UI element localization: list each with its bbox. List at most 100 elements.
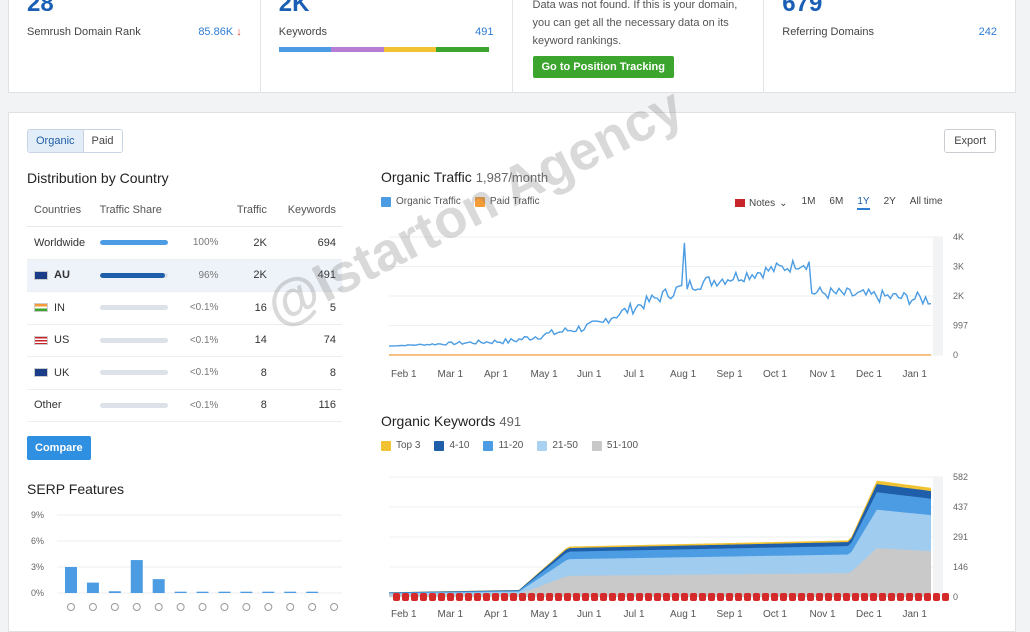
note-marker[interactable] [816, 593, 823, 601]
country-cell[interactable]: AU [27, 259, 93, 292]
organic-traffic-line[interactable] [388, 242, 932, 347]
note-marker[interactable] [933, 593, 940, 601]
note-marker[interactable] [492, 593, 499, 601]
legend-item[interactable]: Top 3 [381, 440, 420, 451]
note-marker[interactable] [654, 593, 661, 601]
note-marker[interactable] [411, 593, 418, 601]
note-marker[interactable] [573, 593, 580, 601]
note-marker[interactable] [789, 593, 796, 601]
note-marker[interactable] [564, 593, 571, 601]
traffic-value[interactable]: 14 [224, 324, 273, 357]
note-marker[interactable] [555, 593, 562, 601]
notes-dropdown[interactable]: Notes ⌄ [735, 198, 788, 209]
keywords-value[interactable]: 491 [272, 259, 342, 292]
serp-bar[interactable] [152, 579, 165, 593]
serp-bar[interactable] [108, 591, 121, 593]
table-row[interactable]: UK <0.1% 8 8 [27, 356, 342, 390]
legend-item[interactable]: 4-10 [434, 440, 469, 451]
traffic-value[interactable]: 8 [224, 389, 273, 422]
referring-domains-card[interactable]: 679 Referring Domains 242 [764, 0, 1015, 92]
note-marker[interactable] [519, 593, 526, 601]
legend-item[interactable]: 21-50 [537, 440, 578, 451]
compare-button[interactable]: Compare [27, 436, 91, 460]
keywords-value[interactable]: 491 [475, 26, 494, 38]
note-marker[interactable] [528, 593, 535, 601]
referring-value[interactable]: 242 [978, 26, 997, 38]
serp-bar[interactable] [130, 560, 143, 593]
serp-bar[interactable] [262, 591, 275, 593]
note-marker[interactable] [870, 593, 877, 601]
note-marker[interactable] [825, 593, 832, 601]
legend-item[interactable]: Organic Traffic [381, 196, 461, 207]
note-marker[interactable] [501, 593, 508, 601]
table-row[interactable]: IN <0.1% 16 5 [27, 291, 342, 325]
serp-bar[interactable] [284, 591, 297, 593]
note-marker[interactable] [483, 593, 490, 601]
go-to-position-tracking-button[interactable]: Go to Position Tracking [532, 56, 674, 78]
range-option[interactable]: All time [909, 196, 943, 207]
table-row[interactable]: US <0.1% 14 74 [27, 324, 342, 357]
note-marker[interactable] [798, 593, 805, 601]
note-marker[interactable] [600, 593, 607, 601]
note-marker[interactable] [429, 593, 436, 601]
serp-bar[interactable] [196, 591, 209, 593]
domain-rank-card[interactable]: 28 Semrush Domain Rank 85.86K ↓ [9, 0, 261, 92]
note-marker[interactable] [753, 593, 760, 601]
organic-tab[interactable]: Organic [28, 130, 84, 152]
keywords-card[interactable]: 2K Keywords 491 [261, 0, 513, 92]
note-marker[interactable] [537, 593, 544, 601]
country-cell[interactable]: Worldwide [27, 226, 93, 260]
note-marker[interactable] [807, 593, 814, 601]
note-marker[interactable] [663, 593, 670, 601]
range-option[interactable]: 2Y [883, 196, 896, 207]
serp-bar[interactable] [65, 567, 77, 593]
note-marker[interactable] [618, 593, 625, 601]
note-marker[interactable] [708, 593, 715, 601]
keywords-value[interactable]: 116 [272, 389, 342, 422]
note-marker[interactable] [456, 593, 463, 601]
note-marker[interactable] [762, 593, 769, 601]
note-marker[interactable] [861, 593, 868, 601]
note-marker[interactable] [843, 593, 850, 601]
note-marker[interactable] [627, 593, 634, 601]
note-marker[interactable] [879, 593, 886, 601]
table-row[interactable]: Other <0.1% 8 116 [27, 389, 342, 422]
note-marker[interactable] [888, 593, 895, 601]
note-marker[interactable] [717, 593, 724, 601]
note-marker[interactable] [834, 593, 841, 601]
keywords-value[interactable]: 8 [272, 356, 342, 390]
range-option[interactable]: 1M [801, 196, 816, 207]
note-marker[interactable] [672, 593, 679, 601]
note-marker[interactable] [744, 593, 751, 601]
note-marker[interactable] [924, 593, 931, 601]
note-marker[interactable] [726, 593, 733, 601]
note-marker[interactable] [690, 593, 697, 601]
note-marker[interactable] [591, 593, 598, 601]
note-marker[interactable] [546, 593, 553, 601]
legend-item[interactable]: Paid Traffic [474, 196, 540, 207]
keywords-value[interactable]: 5 [272, 291, 342, 325]
legend-item[interactable]: 51-100 [591, 440, 638, 451]
note-marker[interactable] [942, 593, 949, 601]
note-marker[interactable] [582, 593, 589, 601]
note-marker[interactable] [645, 593, 652, 601]
range-option[interactable]: 1Y [857, 196, 870, 210]
note-marker[interactable] [447, 593, 454, 601]
country-cell[interactable]: Other [27, 389, 93, 422]
note-marker[interactable] [510, 593, 517, 601]
traffic-value[interactable]: 16 [224, 291, 273, 325]
serp-bar[interactable] [218, 591, 231, 593]
note-marker[interactable] [438, 593, 445, 601]
country-cell[interactable]: IN [27, 291, 93, 325]
note-marker[interactable] [852, 593, 859, 601]
table-row[interactable]: AU 96% 2K 491 [27, 259, 342, 292]
export-button[interactable]: Export [944, 129, 996, 153]
traffic-value[interactable]: 2K [224, 259, 273, 292]
traffic-value[interactable]: 8 [224, 356, 273, 390]
country-cell[interactable]: US [27, 324, 93, 357]
serp-bar[interactable] [240, 591, 253, 593]
note-marker[interactable] [906, 593, 913, 601]
paid-tab[interactable]: Paid [83, 130, 122, 152]
note-marker[interactable] [420, 593, 427, 601]
keywords-area-51-100[interactable] [389, 548, 931, 597]
